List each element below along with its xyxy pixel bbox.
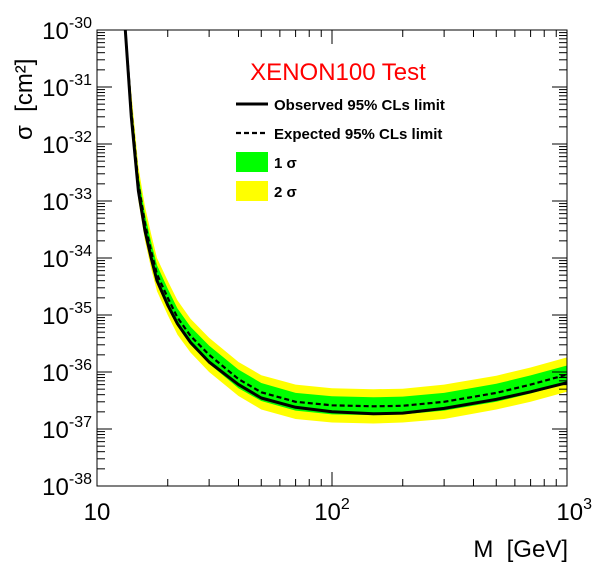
observed-limit-line: [123, 29, 568, 416]
x-tick-labels: 10 102 103: [84, 496, 592, 526]
uncertainty-bands: [125, 30, 568, 424]
x-tick-label: 103: [556, 496, 592, 526]
legend: Observed 95% CLs limit Expected 95% CLs l…: [236, 97, 445, 201]
y-tick-label: 10-30: [42, 15, 92, 45]
legend-label: 1 σ: [274, 155, 297, 172]
x-tick-label: 102: [314, 496, 350, 526]
y-tick-label: 10-33: [42, 186, 92, 216]
band-1sigma: [125, 30, 568, 416]
x-axis-label: M [GeV]: [473, 536, 568, 563]
y-tick-label: 10-37: [42, 414, 92, 444]
legend-swatch-2sigma: [236, 181, 268, 201]
legend-label: 2 σ: [274, 184, 297, 201]
y-tick-label: 10-34: [42, 243, 92, 273]
y-tick-label: 10-31: [42, 72, 92, 102]
y-axis-label: σ [cm²]: [11, 59, 38, 140]
limit-curves: [123, 29, 568, 416]
expected-limit-line: [124, 29, 568, 408]
axis-ticks: [96, 29, 568, 487]
band-2sigma: [125, 30, 568, 424]
y-tick-label: 10-36: [42, 357, 92, 387]
x-tick-label: 10: [84, 499, 111, 526]
y-tick-label: 10-35: [42, 300, 92, 330]
legend-label: Expected 95% CLs limit: [274, 126, 442, 143]
chart-title: XENON100 Test: [250, 59, 426, 86]
y-tick-label: 10-32: [42, 129, 92, 159]
legend-label: Observed 95% CLs limit: [274, 97, 445, 114]
y-tick-label: 10-38: [42, 471, 92, 501]
legend-swatch-1sigma: [236, 152, 268, 172]
y-tick-labels: 10-38 10-37 10-36 10-35 10-34 10-33 10-32 10-31…: [42, 15, 92, 501]
